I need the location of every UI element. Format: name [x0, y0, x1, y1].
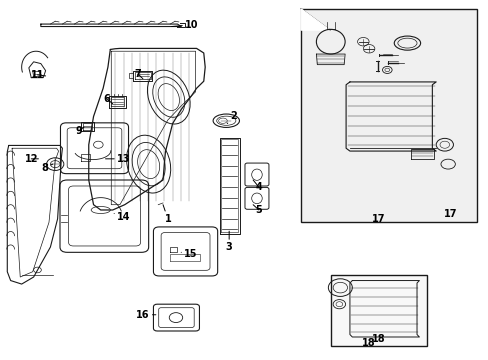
Text: 11: 11: [31, 70, 45, 80]
Text: 14: 14: [114, 212, 130, 222]
Bar: [330, 275, 426, 346]
Text: 1: 1: [163, 205, 171, 224]
Polygon shape: [41, 24, 181, 27]
Text: 10: 10: [171, 20, 198, 30]
Text: 15: 15: [181, 249, 197, 259]
Polygon shape: [301, 9, 329, 30]
Text: 8: 8: [41, 163, 53, 173]
Text: 5: 5: [253, 205, 262, 215]
Text: 17: 17: [443, 208, 456, 219]
Text: 16: 16: [136, 310, 156, 320]
Text: 18: 18: [362, 338, 375, 348]
Text: 2: 2: [227, 112, 237, 123]
Text: 13: 13: [105, 154, 130, 164]
Text: 7: 7: [135, 69, 142, 79]
Text: 9: 9: [76, 126, 84, 136]
Text: 4: 4: [253, 180, 262, 192]
Text: 18: 18: [371, 334, 385, 344]
Text: 6: 6: [103, 94, 112, 104]
Text: 3: 3: [225, 231, 232, 252]
Text: 12: 12: [24, 154, 39, 164]
Text: 17: 17: [371, 214, 385, 224]
Bar: [301, 9, 476, 222]
